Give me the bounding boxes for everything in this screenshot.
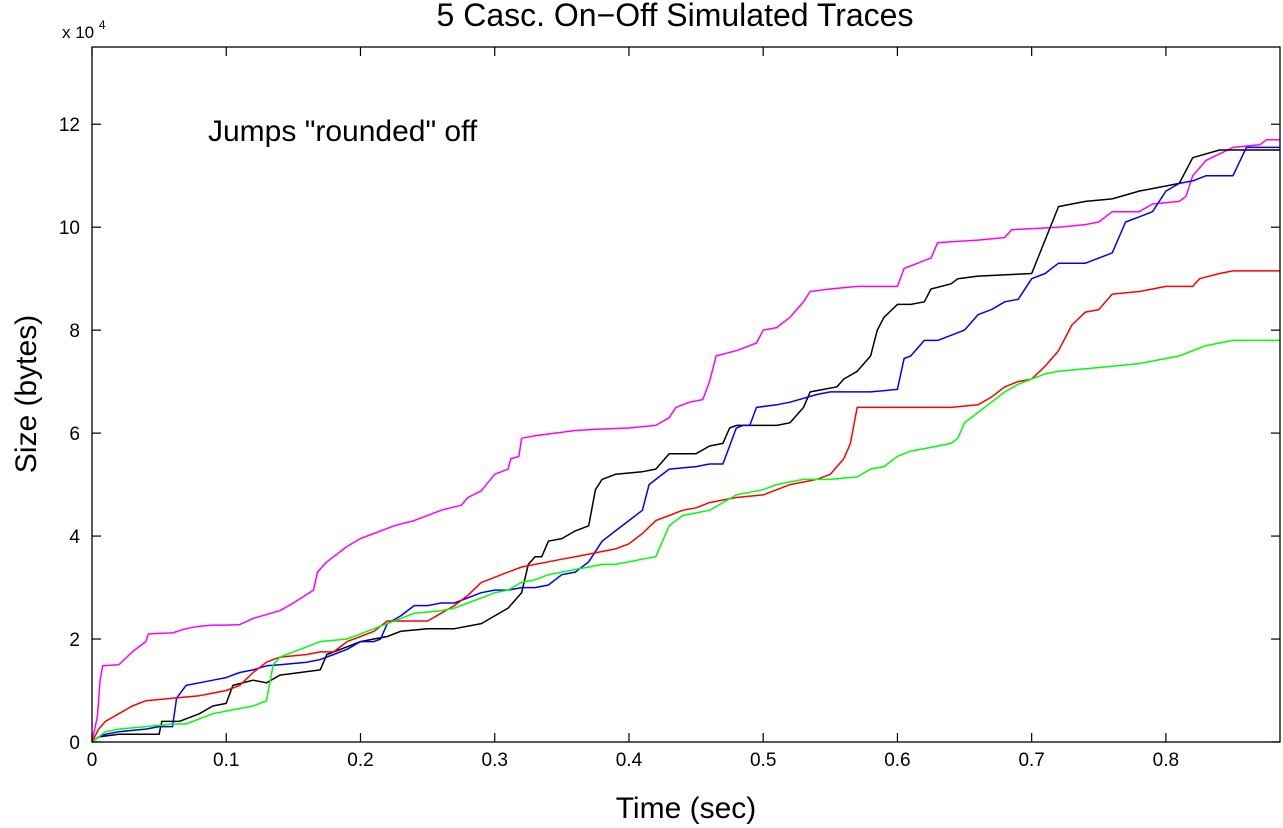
chart-title: 5 Casc. On−Off Simulated Traces — [437, 0, 914, 33]
x-tick-label-3: 0.3 — [482, 750, 508, 771]
series-line-5 — [92, 340, 1280, 742]
y-exponent-power: 4 — [99, 18, 106, 32]
y-axis-label: Size (bytes) — [10, 315, 43, 473]
y-tick-label-3: 6 — [69, 424, 80, 445]
x-axis-ticks: 0 0.1 0.2 0.3 0.4 0.5 0.6 0.7 0.8 — [87, 47, 1179, 771]
series-line-3 — [92, 147, 1280, 742]
y-tick-label-4: 8 — [69, 321, 80, 342]
x-tick-label-5: 0.5 — [750, 750, 776, 771]
x-tick-label-0: 0 — [87, 750, 98, 771]
plot-frame — [92, 47, 1280, 742]
series-line-4 — [92, 271, 1280, 742]
x-tick-label-6: 0.6 — [884, 750, 910, 771]
y-tick-label-1: 2 — [69, 630, 80, 651]
series-layer — [92, 140, 1280, 742]
y-exponent-base: x 10 — [62, 23, 94, 42]
x-tick-label-2: 0.2 — [347, 750, 373, 771]
y-tick-label-2: 4 — [69, 527, 80, 548]
y-tick-label-5: 10 — [59, 218, 80, 239]
y-tick-label-6: 12 — [59, 115, 80, 136]
series-line-1 — [92, 140, 1280, 742]
y-exponent-label: x 10 4 — [62, 18, 106, 42]
x-tick-label-4: 0.4 — [616, 750, 643, 771]
y-axis-ticks: 0 2 4 6 8 10 12 — [59, 115, 1280, 754]
x-axis-label: Time (sec) — [616, 792, 757, 825]
x-tick-label-7: 0.7 — [1018, 750, 1044, 771]
x-tick-label-1: 0.1 — [213, 750, 239, 771]
x-tick-label-8: 0.8 — [1153, 750, 1179, 771]
y-tick-label-0: 0 — [69, 733, 80, 754]
chart-annotation: Jumps "rounded" off — [208, 115, 478, 148]
series-line-2 — [92, 150, 1280, 742]
